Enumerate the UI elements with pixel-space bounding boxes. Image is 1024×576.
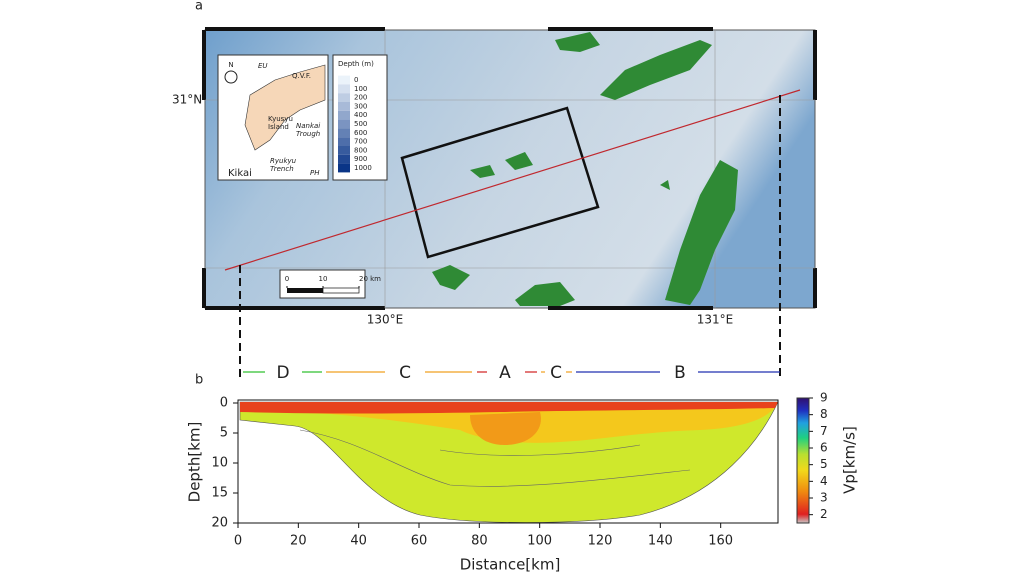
x-tick-label: 160 <box>708 534 733 549</box>
colorbar-tick-label: 4 <box>820 474 828 488</box>
legend-value: 300 <box>354 102 367 110</box>
segment-label: C <box>399 363 411 383</box>
colorbar <box>796 397 810 524</box>
map-frame <box>202 27 817 310</box>
legend-swatch <box>338 154 350 164</box>
y-axis-label: Depth[km] <box>186 422 204 503</box>
colorbar-tick-label: 6 <box>820 441 828 455</box>
x-tick-label: 100 <box>527 534 552 549</box>
colorbar-tick-label: 7 <box>820 424 828 438</box>
inset-label: N <box>228 61 233 69</box>
segment-label: A <box>499 363 511 383</box>
legend-value: 600 <box>354 129 367 137</box>
inset-land <box>244 64 326 151</box>
x-tick-label: 80 <box>471 534 488 549</box>
scale-bar <box>287 288 323 293</box>
land <box>432 32 738 306</box>
contour <box>299 429 691 487</box>
colorbar-tick-label: 9 <box>820 391 828 405</box>
connector <box>239 95 781 378</box>
colorbar-tick-label: 8 <box>820 407 828 421</box>
legend-value: 0 <box>354 76 358 84</box>
panel-label: a <box>195 0 203 14</box>
north-arrow <box>224 70 238 84</box>
x-tick-label: 40 <box>350 534 367 549</box>
legend-swatch <box>338 110 350 120</box>
segment-label: D <box>276 363 289 383</box>
legend-value: 800 <box>354 146 367 154</box>
x-tick-label: 20 <box>290 534 307 549</box>
scale-label: 10 <box>319 275 328 283</box>
scale-label: 0 <box>285 275 289 283</box>
colorbar-tick-label: 3 <box>820 491 828 505</box>
colorbar-label: Vp[km/s] <box>841 426 859 494</box>
y-tick-label: 0 <box>220 396 228 411</box>
y-tick-label: 20 <box>211 516 228 531</box>
inset-label: PH <box>310 169 320 177</box>
inset-label: EU <box>258 62 268 70</box>
study-box <box>400 106 600 259</box>
y-tick-label: 5 <box>220 426 228 441</box>
legend-swatch <box>338 102 350 111</box>
y-tick-label: 10 <box>211 456 228 471</box>
segment-label: B <box>674 363 686 383</box>
legend-swatch <box>338 84 350 94</box>
x-tick-label: 60 <box>411 534 428 549</box>
legend-swatch <box>338 119 350 129</box>
plot-frame <box>237 399 779 524</box>
legend-swatch <box>338 75 350 85</box>
segment-label: C <box>550 363 562 383</box>
legend-swatch <box>338 146 350 155</box>
inset-label: Q.V.F. <box>292 72 311 80</box>
velocity-zone <box>240 402 778 414</box>
legend-swatch <box>338 163 350 173</box>
legend-swatch <box>338 137 350 146</box>
inset-label: Ryukyu Trench <box>270 157 297 173</box>
colorbar-tick-label: 2 <box>820 507 828 521</box>
panel-label: b <box>195 373 203 388</box>
colorbar-tick-label: 5 <box>820 457 828 471</box>
velocity-zone <box>470 412 541 445</box>
x-axis-label: Distance[km] <box>460 556 561 574</box>
x-tick-label: 140 <box>648 534 673 549</box>
legend-value: 700 <box>354 138 367 146</box>
inset-label: Kyusyu Island <box>268 115 293 131</box>
inset-label: Nankai Trough <box>296 122 321 138</box>
legend-title: Depth (m) <box>338 60 374 68</box>
x-tick-label: 120 <box>588 534 613 549</box>
lat-label: 31°N <box>172 93 202 107</box>
legend-value: 200 <box>354 94 367 102</box>
legend-swatch <box>338 93 350 102</box>
scale-bar <box>322 287 360 294</box>
legend-value: 400 <box>354 111 367 119</box>
lon-label: 131°E <box>697 313 734 327</box>
legend-value: 500 <box>354 120 367 128</box>
legend-value: 100 <box>354 85 367 93</box>
scale-label: 20 km <box>359 275 381 283</box>
lon-label: 130°E <box>367 313 404 327</box>
profile-line <box>224 89 801 271</box>
y-tick-label: 15 <box>211 486 228 501</box>
inset-label: Kikai <box>228 168 252 179</box>
legend-swatch <box>338 128 350 138</box>
legend-value: 1000 <box>354 164 372 172</box>
legend-value: 900 <box>354 155 367 163</box>
x-tick-label: 0 <box>234 534 242 549</box>
